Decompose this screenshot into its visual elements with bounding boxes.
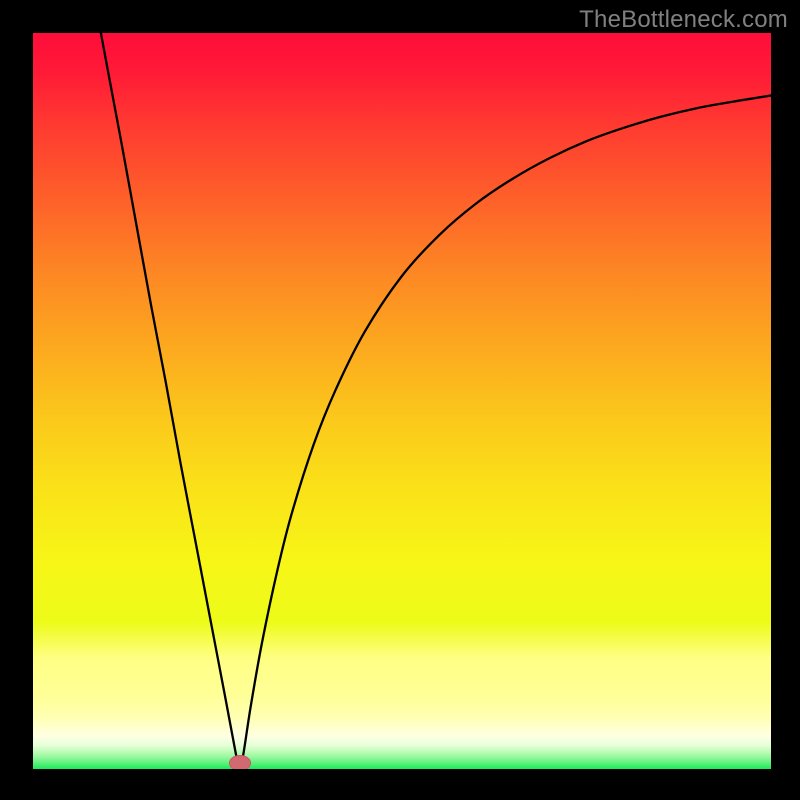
- curve-layer: [33, 33, 771, 769]
- watermark-text: TheBottleneck.com: [579, 6, 788, 34]
- minimum-marker: [229, 755, 251, 769]
- bottleneck-curve: [101, 33, 771, 769]
- plot-area: [33, 33, 771, 769]
